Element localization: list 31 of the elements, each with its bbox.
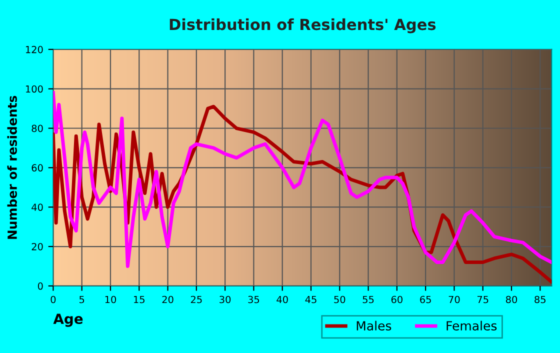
x-tick-label: 70 xyxy=(448,296,460,304)
y-tick-label: 40 xyxy=(32,204,43,211)
x-tick-label: 0 xyxy=(50,296,56,304)
x-tick-label: 40 xyxy=(276,296,288,304)
x-tick-label: 80 xyxy=(506,296,518,304)
y-axis-title: Number of residents xyxy=(7,96,17,239)
x-tick-label: 55 xyxy=(362,296,374,304)
legend-label: Females xyxy=(446,320,497,331)
y-tick-label: 100 xyxy=(26,85,43,93)
x-tick-label: 65 xyxy=(420,296,431,304)
x-tick-label: 20 xyxy=(162,296,174,304)
x-tick-label: 25 xyxy=(190,296,202,304)
x-tick-label: 15 xyxy=(134,296,144,304)
x-tick-label: 60 xyxy=(391,296,402,304)
x-tick-label: 50 xyxy=(334,296,346,304)
y-tick-label: 20 xyxy=(32,242,43,250)
chart-title: Distribution of Residents' Ages xyxy=(170,18,436,34)
line-series xyxy=(53,91,552,268)
y-tick-label: 0 xyxy=(38,282,43,290)
x-axis-title: Age xyxy=(53,314,83,327)
y-tick-label: 60 xyxy=(32,164,43,172)
y-tick-label: 120 xyxy=(26,46,43,54)
y-tick-label: 80 xyxy=(32,124,43,132)
x-tick-label: 45 xyxy=(305,296,316,304)
x-tick-label: 10 xyxy=(105,296,116,304)
legend-label: Males xyxy=(356,320,392,331)
x-tick-label: 85 xyxy=(534,296,546,304)
x-tick-label: 35 xyxy=(248,296,260,304)
x-tick-label: 30 xyxy=(220,296,231,304)
x-tick-label: 75 xyxy=(477,296,488,304)
x-tick-label: 5 xyxy=(80,296,84,304)
